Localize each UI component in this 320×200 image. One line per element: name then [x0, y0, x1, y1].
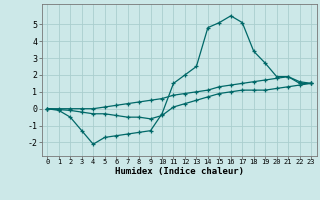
X-axis label: Humidex (Indice chaleur): Humidex (Indice chaleur) [115, 167, 244, 176]
